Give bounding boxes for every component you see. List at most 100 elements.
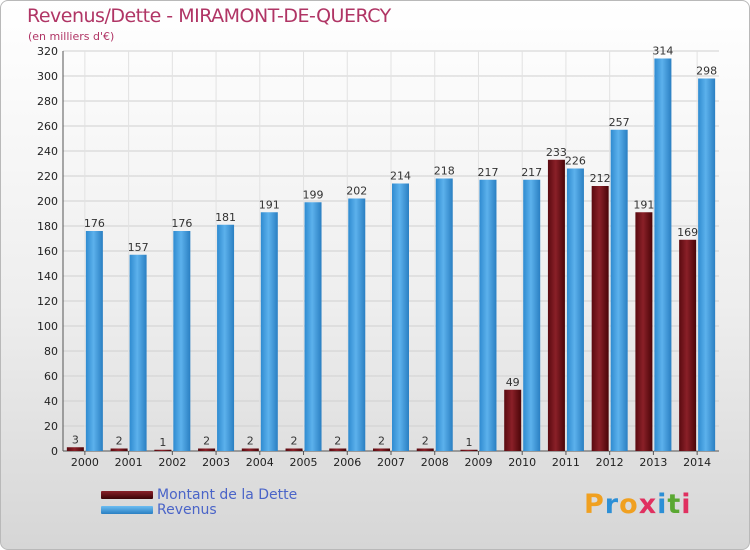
- revenue-bar: [523, 179, 541, 451]
- debt-bar: [547, 159, 565, 451]
- y-tick-label: 180: [37, 220, 58, 233]
- debt-bar: [635, 212, 653, 451]
- legend: Montant de la Dette Revenus: [101, 486, 298, 518]
- logo-letter: r: [604, 489, 620, 520]
- debt-bar: [591, 186, 609, 451]
- revenue-value-label: 176: [171, 217, 192, 230]
- x-tick-label: 2001: [115, 456, 143, 469]
- logo-letter: i: [681, 489, 692, 520]
- x-tick-label: 2000: [71, 456, 99, 469]
- x-tick-label: 2013: [639, 456, 667, 469]
- proxiti-logo: Proxiti: [584, 489, 692, 520]
- revenue-value-label: 176: [84, 217, 105, 230]
- y-tick-label: 80: [44, 345, 58, 358]
- revenue-value-label: 314: [652, 45, 673, 58]
- debt-bar: [416, 448, 434, 451]
- revenue-value-label: 257: [609, 116, 630, 129]
- debt-bar: [285, 448, 303, 451]
- y-tick-label: 260: [37, 120, 58, 133]
- x-tick-label: 2006: [333, 456, 361, 469]
- y-tick-label: 60: [44, 370, 58, 383]
- debt-bar: [198, 448, 216, 451]
- revenue-value-label: 157: [128, 241, 149, 254]
- logo-letter: t: [667, 489, 682, 520]
- revenue-bar: [348, 198, 366, 451]
- revenue-bar: [217, 224, 235, 451]
- x-tick-label: 2002: [158, 456, 186, 469]
- y-tick-label: 300: [37, 70, 58, 83]
- revenue-value-label: 199: [303, 188, 324, 201]
- y-tick-label: 220: [37, 170, 58, 183]
- chart-title: Revenus/Dette - MIRAMONT-DE-QUERCY: [27, 5, 391, 27]
- revenue-value-label: 191: [259, 198, 280, 211]
- chart-subtitle: (en milliers d'€): [28, 30, 115, 43]
- legend-item-debt: Montant de la Dette: [101, 486, 298, 503]
- debt-value-label: 191: [633, 198, 654, 211]
- debt-value-label: 2: [203, 435, 210, 448]
- debt-value-label: 233: [546, 146, 567, 159]
- x-tick-label: 2008: [421, 456, 449, 469]
- revenue-value-label: 217: [477, 166, 498, 179]
- logo-letter: P: [584, 489, 605, 520]
- revenue-bar: [566, 168, 584, 451]
- legend-debt-label: Montant de la Dette: [157, 486, 298, 503]
- debt-bar: [66, 447, 84, 451]
- debt-value-label: 212: [590, 172, 611, 185]
- revenue-bar: [173, 231, 191, 451]
- revenue-bar: [260, 212, 278, 451]
- x-tick-label: 2014: [683, 456, 711, 469]
- debt-bar: [460, 449, 478, 451]
- revenue-value-label: 214: [390, 170, 411, 183]
- revenue-value-label: 202: [346, 185, 367, 198]
- revenue-bar: [698, 78, 716, 451]
- debt-value-label: 2: [334, 435, 341, 448]
- debt-value-label: 3: [72, 433, 79, 446]
- debt-value-label: 1: [465, 436, 472, 449]
- debt-bar: [241, 448, 259, 451]
- revenue-bar: [304, 202, 322, 451]
- debt-swatch: [101, 490, 153, 499]
- revenue-bar: [435, 178, 453, 451]
- revenue-value-label: 298: [696, 65, 717, 78]
- debt-value-label: 1: [159, 436, 166, 449]
- debt-value-label: 2: [116, 435, 123, 448]
- y-tick-label: 0: [51, 445, 58, 458]
- x-tick-label: 2007: [377, 456, 405, 469]
- logo-letter: o: [619, 489, 639, 520]
- revenue-bar: [654, 58, 672, 451]
- y-tick-label: 20: [44, 420, 58, 433]
- revenue-value-label: 181: [215, 211, 236, 224]
- logo-letter: x: [638, 489, 658, 520]
- logo-letter: i: [657, 489, 668, 520]
- revenue-bar: [85, 231, 103, 451]
- revenue-value-label: 217: [521, 166, 542, 179]
- y-tick-label: 280: [37, 95, 58, 108]
- debt-bar: [154, 449, 172, 451]
- revenue-value-label: 226: [565, 155, 586, 168]
- legend-revenue-label: Revenus: [157, 501, 217, 518]
- y-tick-label: 160: [37, 245, 58, 258]
- y-tick-label: 200: [37, 195, 58, 208]
- debt-bar: [110, 448, 128, 451]
- revenue-bar: [610, 129, 628, 451]
- revenue-value-label: 218: [434, 165, 455, 178]
- revenue-bar: [392, 183, 409, 451]
- revenue-swatch: [101, 505, 153, 514]
- x-tick-label: 2009: [464, 456, 492, 469]
- debt-bar: [373, 448, 390, 451]
- debt-value-label: 2: [378, 435, 385, 448]
- x-tick-label: 2012: [596, 456, 624, 469]
- debt-value-label: 2: [291, 435, 298, 448]
- x-tick-label: 2011: [552, 456, 580, 469]
- debt-bar: [329, 448, 347, 451]
- revenue-bar: [479, 179, 497, 451]
- legend-item-revenue: Revenus: [101, 501, 297, 518]
- y-tick-label: 140: [37, 270, 58, 283]
- y-tick-label: 40: [44, 395, 58, 408]
- x-tick-label: 2010: [508, 456, 536, 469]
- x-tick-label: 2003: [202, 456, 230, 469]
- debt-bar: [504, 389, 522, 451]
- debt-bar: [679, 239, 697, 451]
- debt-value-label: 2: [247, 435, 254, 448]
